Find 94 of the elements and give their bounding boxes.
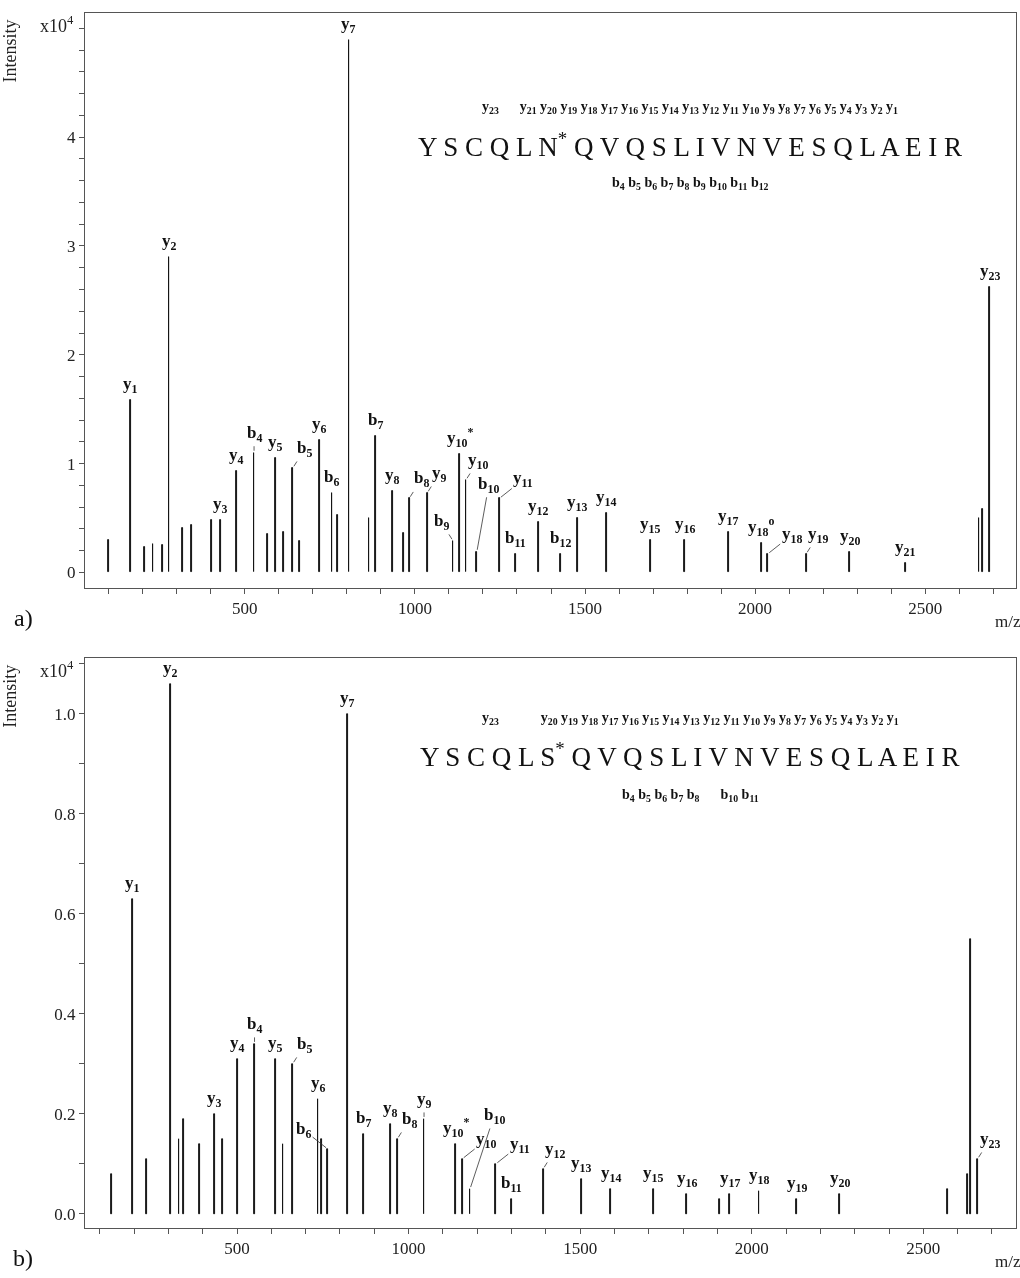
annotation: y$_{7}$: [340, 688, 355, 710]
y-tick-label: 0.0: [54, 1204, 76, 1224]
annotation: y$_{6}$: [312, 414, 327, 436]
y-tick-label: 4: [67, 128, 77, 148]
annotation: y$_{4}$: [229, 445, 244, 467]
annotation: y$_{19}$: [808, 524, 829, 546]
text: b$_{4}$ b$_{5}$ b$_{6}$ b$_{7}$ b$_{8}$ b$_{10}$ b$_{11}$: [622, 787, 759, 804]
annotation: b$_{7}$: [368, 410, 384, 432]
annotation: y$_{18}$: [749, 1165, 770, 1187]
y-axis-title: Intensity: [0, 664, 21, 728]
y-tick-label: 0.2: [54, 1104, 76, 1124]
y-tick-label: 0: [67, 563, 76, 583]
annotation: y$_{12}$: [528, 496, 549, 518]
annotation: b$_{11}$: [505, 528, 526, 550]
annotation: b$_{6}$: [324, 467, 340, 489]
annotation: y$_{6}$: [311, 1073, 326, 1095]
y-tick-label: 1: [67, 454, 76, 474]
text: b$_{4}$ b$_{5}$ b$_{6}$ b$_{7}$ b$_{8}$ b$_{9}$ b$_{10}$ b$_{11}$ b$_{12}$: [612, 175, 769, 192]
annotation: b$_{7}$: [356, 1108, 372, 1130]
annotation: y$_{2}$: [162, 231, 177, 253]
y-tick-label: 0.8: [54, 804, 76, 824]
x-tick-label: 1500: [568, 599, 603, 619]
x-axis-title: m/z: [995, 1252, 1020, 1271]
annotation: y$_{15}$: [640, 514, 661, 536]
annotation: b$_{8}$: [414, 468, 430, 490]
x-tick-label: 2500: [906, 1239, 941, 1259]
annotation: b$_{5}$: [297, 1034, 313, 1056]
y-tick-label: 3: [67, 236, 76, 256]
annotation: b$_{9}$: [434, 511, 450, 533]
x-axis-title: m/z: [995, 612, 1020, 631]
annotation: y$_{18}$: [782, 524, 803, 546]
y-tick-label: 2: [67, 345, 76, 365]
annotation: b$_{10}$: [484, 1105, 506, 1127]
x-tick-label: 1500: [563, 1239, 598, 1259]
annotation: y$_{17}$: [718, 506, 739, 528]
annotation: y$_{7}$: [341, 14, 356, 36]
annotation: y$_{23}$: [980, 261, 1001, 283]
annotation: y$_{8}$: [383, 1098, 398, 1120]
annotation: y$_{21}$: [895, 537, 916, 559]
x-tick-label: 2000: [738, 599, 773, 619]
annotation: y$_{15}$: [643, 1163, 664, 1185]
annotation: y$_{16}$: [675, 514, 696, 536]
annotation: y$_{19}$: [787, 1173, 808, 1195]
annotation: y$_{3}$: [213, 494, 228, 516]
annotation: y$_{12}$: [545, 1139, 566, 1161]
annotation: b$_{4}$: [247, 1014, 263, 1036]
text: a): [14, 605, 33, 631]
text: b): [13, 1245, 33, 1271]
annotation: y$_{5}$: [268, 1033, 283, 1055]
annotation: y$_{11}$: [510, 1134, 530, 1156]
annotation: y$_{20}$: [830, 1168, 851, 1190]
annotation: y$_{8}$: [385, 465, 400, 487]
annotation: y$_{3}$: [207, 1088, 222, 1110]
x-tick-label: 1000: [391, 1239, 426, 1259]
annotation: y$_{23}$: [980, 1129, 1001, 1151]
annotation: y$_{20}$: [840, 526, 861, 548]
annotation: y$_{13}$: [571, 1153, 592, 1175]
y-tick-label: 1.0: [54, 704, 76, 724]
y-tick-label: 0.4: [54, 1004, 77, 1024]
annotation: y$_{5}$: [268, 432, 283, 454]
x-tick-label: 500: [232, 599, 258, 619]
text: x10$^{4}$: [40, 658, 74, 681]
annotation: y$_{9}$: [417, 1089, 432, 1111]
x-tick-label: 2500: [908, 599, 943, 619]
annotation: b$_{6}$: [296, 1119, 312, 1141]
annotation: y$_{10}$: [476, 1129, 497, 1151]
y-axis-title: Intensity: [0, 19, 20, 83]
annotation: y$_{14}$: [601, 1163, 622, 1185]
annotation: y$_{4}$: [230, 1033, 245, 1055]
annotation: y$_{17}$: [720, 1168, 741, 1190]
annotation: y$_{9}$: [432, 463, 447, 485]
annotation: Y S C Q L N$^{*}$ Q V Q S L I V N V E S Q L A E I R: [418, 128, 963, 163]
annotation: b$_{8}$: [402, 1109, 418, 1131]
annotation: y$_{1}$: [123, 374, 138, 396]
annotation: y$_{1}$: [125, 873, 140, 895]
annotation: b$_{5}$: [297, 438, 313, 460]
annotation: Y S C Q L S$^{*}$ Q V Q S L I V N V E S Q L A E I R: [420, 738, 960, 773]
x-tick-label: 500: [224, 1239, 250, 1259]
annotation: b$_{11}$: [501, 1173, 522, 1195]
annotation: y$_{13}$: [567, 492, 588, 514]
y-tick-label: 0.6: [54, 904, 76, 924]
text: y$_{23}$ y$_{20}$ y$_{19}$ y$_{18}$ y$_{17}$ y$_{16}$ y$_{15}$ y$_{14}$ y$_{13}$ y$_{12}$ y$_{11}$ y$_{10}$ y$_{9}$ y$_{8}$ y$_{7}$ y$_{6}$ y$_{5}$ y$_{4}$ y$_{3}$ y$_{2}$ y$_{1}$: [482, 710, 899, 727]
x-tick-label: 2000: [734, 1239, 769, 1259]
annotation: y$_{2}$: [163, 658, 178, 680]
annotation: b$_{12}$: [550, 528, 572, 550]
text: x10$^{4}$: [40, 13, 74, 36]
annotation: b$_{10}$: [478, 474, 500, 496]
annotation: y$_{16}$: [677, 1168, 698, 1190]
annotation: y$_{10}$: [468, 450, 489, 472]
text: y$_{23}$ y$_{21}$ y$_{20}$ y$_{19}$ y$_{18}$ y$_{17}$ y$_{16}$ y$_{15}$ y$_{14}$ y$_{13}$ y$_{12}$ y$_{11}$ y$_{10}$ y$_{9}$ y$_{8}$ y$_{7}$ y$_{6}$ y$_{5}$ y$_{4}$ y$_{3}$ y$_{2}$ y$_{1}$: [482, 99, 898, 116]
annotation: b$_{4}$: [247, 423, 263, 445]
annotation: y$_{11}$: [513, 468, 533, 490]
annotation: y$_{14}$: [596, 487, 617, 509]
x-tick-label: 1000: [397, 599, 432, 619]
